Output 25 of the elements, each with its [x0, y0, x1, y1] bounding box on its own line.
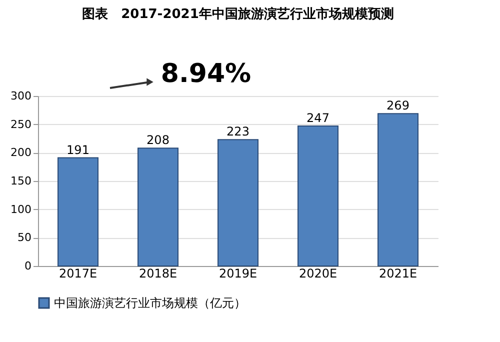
bar	[298, 126, 338, 266]
y-tick-label: 100	[10, 202, 32, 216]
data-label: 223	[226, 124, 250, 139]
y-tick-label: 250	[10, 118, 32, 131]
y-tick-label: 300	[10, 90, 32, 102]
x-tick-label: 2021E	[378, 266, 418, 280]
data-label: 247	[306, 111, 330, 126]
y-tick-label: 50	[18, 231, 32, 244]
data-label: 208	[146, 133, 170, 148]
x-tick-label: 2017E	[58, 266, 98, 280]
y-tick-label: 0	[24, 260, 32, 272]
data-label: 269	[386, 98, 410, 113]
x-tick-label: 2019E	[218, 266, 258, 280]
y-tick-label: 200	[10, 146, 32, 160]
x-tick-label: 2018E	[138, 266, 178, 280]
text: 8.94%	[160, 59, 252, 89]
bar	[378, 113, 418, 266]
bar	[218, 139, 258, 266]
data-label: 191	[66, 142, 90, 157]
x-tick-label: 2020E	[298, 266, 338, 280]
bar	[58, 157, 98, 266]
bar	[138, 148, 178, 266]
chart-title: 图表 2017-2021年中国旅游演艺行业市场规模预测	[82, 6, 394, 22]
y-tick-label: 150	[10, 174, 32, 188]
legend-label: 中国旅游演艺行业市场规模（亿元）	[54, 296, 246, 310]
